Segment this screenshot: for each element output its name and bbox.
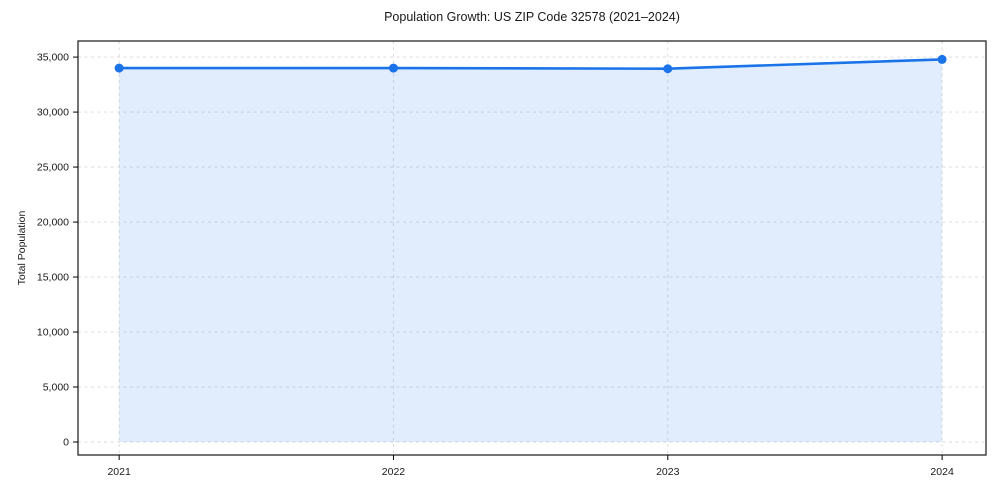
area-fill (119, 59, 943, 443)
y-tick-label: 30,000 (37, 107, 69, 119)
gridlines (78, 41, 986, 455)
x-tick-label: 2023 (656, 466, 680, 478)
data-point-marker (937, 54, 947, 64)
y-tick-label: 15,000 (37, 272, 69, 284)
x-tick-label: 2021 (107, 466, 131, 478)
y-tick-label: 5,000 (43, 382, 69, 394)
chart-title: Population Growth: US ZIP Code 32578 (20… (384, 10, 680, 24)
data-points (114, 54, 947, 74)
data-point-marker (388, 63, 398, 73)
plot-border (77, 40, 987, 456)
tick-labels: 0 5,000 10,000 15,000 20,000 25,000 30,000 35,0… (37, 52, 954, 478)
series-area (119, 59, 943, 443)
y-tick-label: 35,000 (37, 52, 69, 64)
data-point-marker (114, 63, 124, 73)
axes-spines (77, 40, 987, 456)
x-tick-label: 2024 (930, 466, 954, 478)
x-tick-label: 2022 (382, 466, 406, 478)
y-tick-label: 10,000 (37, 327, 69, 339)
tick-marks (73, 56, 943, 460)
series-line (117, 58, 944, 70)
data-line (117, 58, 944, 70)
data-point-marker (663, 64, 673, 74)
y-tick-label: 20,000 (37, 217, 69, 229)
y-tick-label: 0 (63, 437, 69, 449)
y-tick-label: 25,000 (37, 162, 69, 174)
